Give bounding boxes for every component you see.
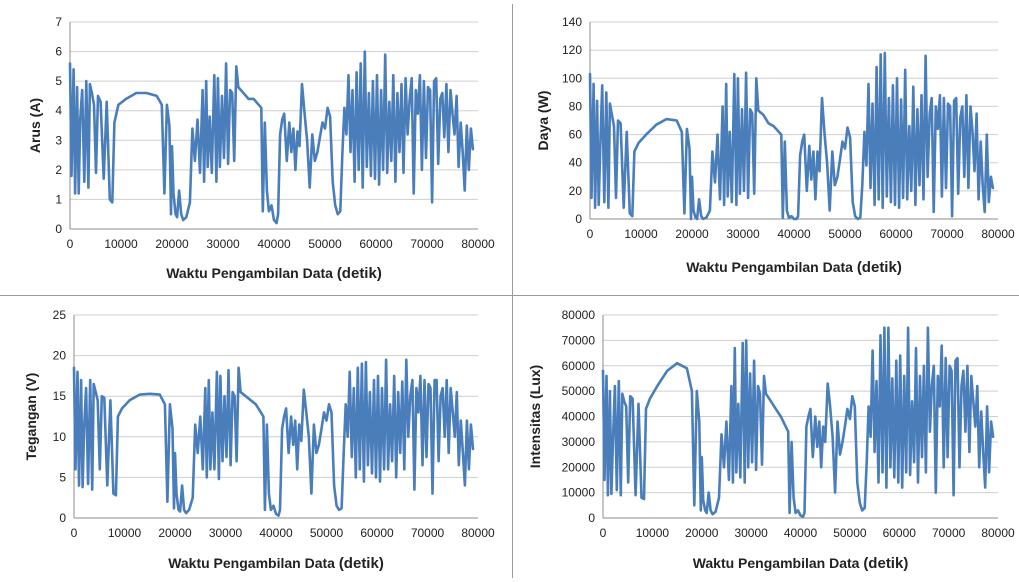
- x-axis-title-unit: (detik): [337, 265, 382, 282]
- horizontal-divider: [0, 295, 1019, 296]
- x-tick-label: 60000: [359, 237, 393, 251]
- y-axis-title: Arus (A): [27, 98, 43, 153]
- y-tick-label: 7: [55, 15, 62, 29]
- y-tick-label: 80000: [562, 308, 596, 322]
- y-tick-label: 60000: [562, 359, 596, 373]
- y-tick-label: 0: [575, 212, 582, 226]
- x-tick-label: 60000: [360, 526, 394, 540]
- y-tick-label: 0: [588, 511, 595, 525]
- chart-daya: 0 20 40 60 80 100 120 140 0 10000 20000 30000 40000 5…: [535, 15, 1015, 276]
- x-axis-title-unit: (detik): [857, 259, 902, 276]
- y-tick-label: 20: [569, 184, 583, 198]
- x-axis-title: Waktu Pengambilan Data (detik): [168, 555, 384, 572]
- y-tick-label: 100: [562, 71, 582, 85]
- x-axis-title-text: Waktu Pengambilan Data: [166, 265, 337, 281]
- x-axis-title-unit: (detik): [863, 555, 908, 572]
- x-axis-title-text: Waktu Pengambilan Data: [693, 555, 864, 571]
- x-tick-label: 70000: [410, 237, 444, 251]
- y-axis-title: Intensitas (Lux): [527, 365, 543, 468]
- x-tick-label: 70000: [411, 526, 445, 540]
- x-tick-label: 80000: [461, 526, 495, 540]
- x-tick-label: 10000: [636, 526, 670, 540]
- y-tick-label: 0: [59, 511, 66, 525]
- y-tick-label: 3: [55, 133, 62, 147]
- y-tick-label: 60: [569, 128, 583, 142]
- x-axis-title-unit: (detik): [339, 555, 384, 572]
- x-tick-label: 20000: [685, 526, 719, 540]
- x-tick-label: 40000: [257, 237, 291, 251]
- x-tick-label: 20000: [158, 526, 192, 540]
- y-axis-title: Tegangan (V): [23, 373, 39, 461]
- x-tick-label: 80000: [981, 526, 1015, 540]
- x-tick-label: 50000: [310, 526, 344, 540]
- series-line: [68, 50, 475, 225]
- x-tick-label: 0: [600, 526, 607, 540]
- x-tick-label: 80000: [461, 237, 495, 251]
- x-axis-title-text: Waktu Pengambilan Data: [168, 555, 339, 571]
- x-tick-label: 40000: [259, 526, 293, 540]
- x-tick-label: 30000: [726, 227, 760, 241]
- x-tick-label: 10000: [108, 526, 142, 540]
- chart-arus: 0 1 2 3 4 5 6 7 0 10000 20000 30000 40000 50000 60000 7…: [27, 15, 495, 282]
- x-tick-label: 70000: [932, 526, 966, 540]
- series-line: [588, 51, 995, 221]
- y-tick-label: 1: [55, 192, 62, 206]
- series-line: [72, 358, 475, 517]
- y-tick-label: 40: [569, 156, 583, 170]
- x-axis-title-text: Waktu Pengambilan Data: [686, 259, 857, 275]
- y-tick-label: 0: [55, 222, 62, 236]
- y-tick-label: 20: [53, 349, 67, 363]
- y-tick-label: 70000: [562, 333, 596, 347]
- x-tick-label: 40000: [784, 526, 818, 540]
- y-tick-label: 4: [55, 104, 62, 118]
- y-tick-label: 120: [562, 43, 582, 57]
- x-tick-label: 0: [71, 526, 78, 540]
- x-tick-label: 50000: [828, 227, 862, 241]
- x-tick-label: 30000: [209, 526, 243, 540]
- y-tick-label: 30000: [562, 435, 596, 449]
- x-tick-label: 30000: [734, 526, 768, 540]
- y-tick-label: 6: [55, 45, 62, 59]
- x-tick-label: 40000: [777, 227, 811, 241]
- y-tick-label: 5: [59, 470, 66, 484]
- y-tick-label: 20000: [562, 460, 596, 474]
- y-tick-label: 10: [53, 430, 67, 444]
- x-axis-title: Waktu Pengambilan Data (detik): [686, 259, 902, 276]
- x-tick-label: 0: [67, 237, 74, 251]
- x-tick-label: 60000: [879, 227, 913, 241]
- x-tick-label: 20000: [675, 227, 709, 241]
- x-tick-label: 50000: [833, 526, 867, 540]
- x-axis-title: Waktu Pengambilan Data (detik): [693, 555, 909, 572]
- x-axis-title: Waktu Pengambilan Data (detik): [166, 265, 382, 282]
- vertical-divider: [512, 4, 513, 578]
- x-tick-label: 80000: [981, 227, 1015, 241]
- chart-intensitas: 0 10000 20000 30000 40000 50000 60000 70000 8000…: [527, 308, 1015, 572]
- chart-tegangan: 0 5 10 15 20 25 0 10000 20000 30000 40000 50000 6000…: [23, 308, 495, 572]
- x-tick-label: 20000: [155, 237, 189, 251]
- x-tick-label: 0: [587, 227, 594, 241]
- y-tick-label: 50000: [562, 384, 596, 398]
- y-tick-label: 80: [569, 99, 583, 113]
- y-tick-label: 40000: [562, 410, 596, 424]
- y-tick-label: 15: [53, 389, 67, 403]
- x-tick-label: 50000: [308, 237, 342, 251]
- y-tick-label: 2: [55, 163, 62, 177]
- series-line: [601, 326, 995, 519]
- x-tick-label: 10000: [104, 237, 138, 251]
- y-tick-label: 10000: [562, 486, 596, 500]
- y-axis-title: Daya (W): [535, 91, 551, 151]
- x-tick-label: 60000: [883, 526, 917, 540]
- x-tick-label: 70000: [930, 227, 964, 241]
- x-tick-label: 30000: [206, 237, 240, 251]
- y-tick-label: 5: [55, 74, 62, 88]
- x-tick-label: 10000: [624, 227, 658, 241]
- y-tick-label: 140: [562, 15, 582, 29]
- y-tick-label: 25: [53, 308, 67, 322]
